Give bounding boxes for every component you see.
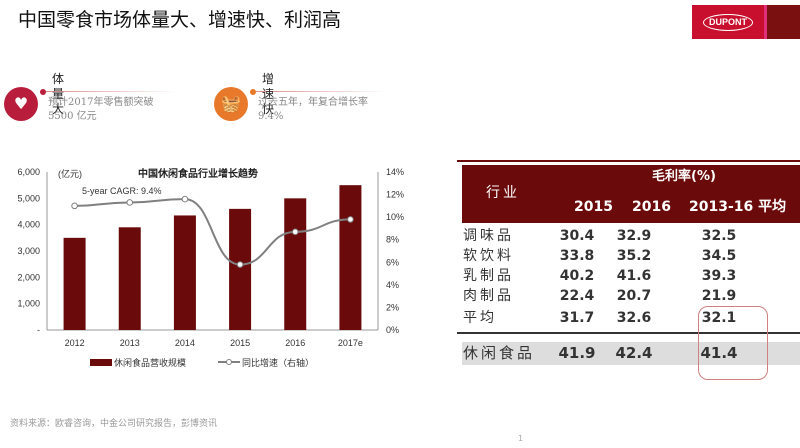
- y2-tick-label: 12%: [386, 190, 404, 200]
- col-header-industry: 行业: [486, 185, 520, 201]
- y-tick-label: 6,000: [17, 167, 40, 177]
- x-tick-label: 2014: [175, 338, 195, 348]
- chart-title: 中国休闲食品行业增长趋势: [138, 167, 258, 180]
- y2-tick-label: 8%: [386, 235, 399, 245]
- y2-tick-label: 10%: [386, 212, 404, 222]
- growth-point: [236, 261, 244, 268]
- table-header: 行业 毛利率(%) 2015 2016 2013-16 平均: [462, 165, 800, 223]
- y-tick-label: -: [37, 325, 40, 335]
- table-row-average: 平均 31.7 32.6 32.1: [463, 310, 737, 326]
- feature-heading: 体量大: [52, 72, 65, 116]
- feature-growth: 🧺 增速快 过去五年，年复合增长率 9.4%: [214, 72, 386, 122]
- table-row: 乳制品 40.2 41.6 39.3: [457, 266, 800, 287]
- table-cell: 32.5: [701, 228, 737, 244]
- y-tick-label: 3,000: [17, 246, 40, 256]
- feature-volume: ♥ 体量大 预计2017年零售额突破 5500 亿元: [4, 72, 176, 122]
- growth-point: [347, 216, 354, 223]
- legend-line-label: 同比增速（右轴）: [242, 357, 314, 368]
- table-cell: 39.3: [701, 268, 737, 284]
- table-cell: 35.2: [616, 248, 652, 264]
- table-cell: 肉制品: [463, 288, 514, 304]
- table-cell: 34.5: [701, 248, 737, 264]
- y-tick-label: 2,000: [17, 272, 40, 282]
- table-row: 调味品 30.4 32.9 32.5: [457, 226, 800, 247]
- feature-desc: 5500 亿元: [48, 111, 97, 122]
- feature-heading: 增速快: [262, 72, 275, 116]
- table-cell: 30.4: [559, 228, 595, 244]
- table-cell: 乳制品: [463, 268, 514, 284]
- highlight-box: [698, 306, 768, 380]
- bar: [284, 198, 307, 330]
- x-tick-label: 2012: [65, 338, 85, 348]
- y2-tick-label: 0%: [386, 325, 399, 335]
- y-tick-label: 4,000: [17, 220, 40, 230]
- y-tick-label: 1,000: [17, 299, 40, 309]
- bar: [229, 208, 252, 330]
- y2-tick-label: 6%: [386, 257, 399, 267]
- dupont-logo: DUPONT: [692, 5, 800, 39]
- table-cell: 33.8: [559, 248, 595, 264]
- growth-point: [126, 199, 134, 206]
- y-tick-label: 5,000: [17, 193, 40, 203]
- x-tick-label: 2013: [120, 338, 140, 348]
- feature-desc: 预计2017年零售额突破: [48, 97, 154, 108]
- page-title: 中国零食市场体量大、增速快、利润高: [18, 9, 342, 31]
- table-cell: 40.2: [559, 268, 595, 284]
- bar: [63, 237, 86, 330]
- table-row-snack: 休闲食品 41.9 42.4 41.4: [463, 344, 738, 362]
- bar: [118, 227, 141, 330]
- table-cell: 调味品: [463, 228, 514, 244]
- y2-tick-label: 14%: [386, 167, 404, 177]
- growth-line: [74, 198, 351, 266]
- cagr-annotation: 5-year CAGR: 9.4%: [82, 186, 162, 196]
- col-header-avg: 2013-16 平均: [689, 199, 787, 215]
- table-cell: 20.7: [616, 288, 652, 304]
- table-cell: 22.4: [559, 288, 595, 304]
- x-tick-label: 2017e: [338, 338, 363, 348]
- feature-desc: 过去五年，年复合增长率: [258, 97, 368, 108]
- source-note: 资料来源：欧睿咨询，中金公司研究报告，彭博资讯: [10, 419, 218, 429]
- basket-icon: 🧺: [214, 87, 248, 121]
- x-tick-label: 2015: [230, 338, 250, 348]
- legend-line-marker: [226, 359, 232, 365]
- bar: [173, 215, 196, 330]
- col-header-2016: 2016: [632, 199, 671, 215]
- table-cell: 32.9: [616, 228, 652, 244]
- growth-point: [71, 202, 78, 210]
- table-cell: 41.6: [616, 268, 652, 284]
- y2-tick-label: 4%: [386, 280, 399, 290]
- legend-bar-label: 休闲食品营收规模: [114, 357, 186, 368]
- table-row: 软饮料 33.8 35.2 34.5: [457, 246, 800, 267]
- table-cell: 21.9: [701, 288, 737, 304]
- y2-tick-label: 2%: [386, 302, 399, 312]
- page-number: 1: [518, 434, 524, 443]
- group-header-margin: 毛利率(%): [652, 169, 716, 184]
- logo-text: DUPONT: [703, 13, 753, 31]
- table-cell: 软饮料: [463, 248, 514, 264]
- growth-point: [181, 195, 189, 203]
- table-row: 肉制品 22.4 20.7 21.9: [457, 286, 800, 307]
- x-tick-label: 2016: [285, 338, 305, 348]
- feature-desc: 9.4%: [258, 111, 284, 122]
- snack-growth-chart: - 1,000 2,000 3,000 4,000 5,000 6,000 0% 2% 4% 6% 8…: [17, 167, 404, 368]
- growth-point: [291, 228, 299, 236]
- col-header-2015: 2015: [574, 199, 613, 215]
- unit-label: (亿元): [58, 168, 82, 179]
- bar: [339, 185, 362, 330]
- legend-bar-swatch: [90, 359, 112, 366]
- heart-pulse-icon: ♥: [4, 87, 38, 121]
